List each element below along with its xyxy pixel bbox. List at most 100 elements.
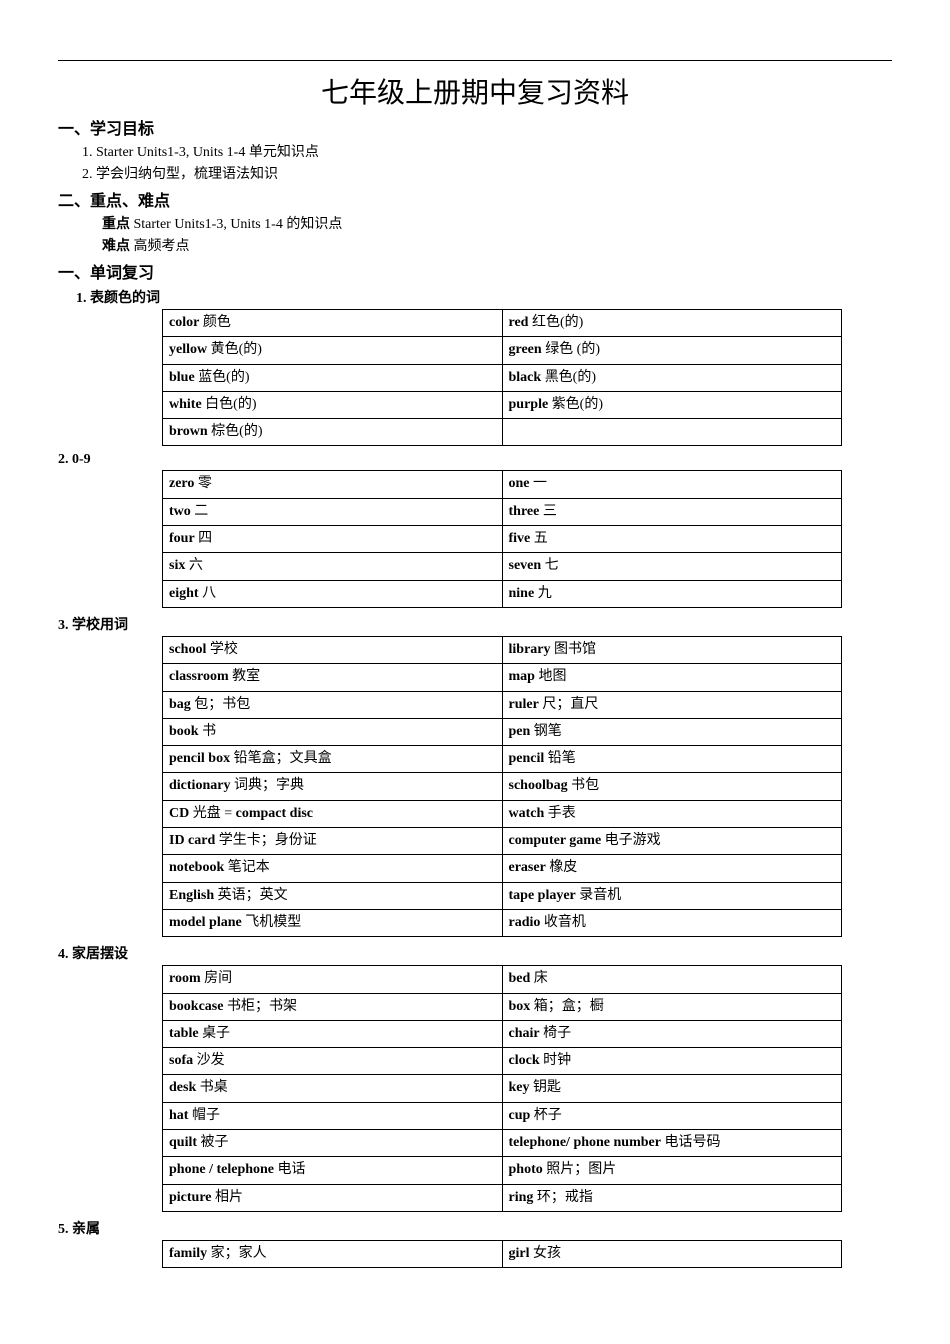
- vocab-eng: five: [509, 531, 531, 546]
- table-cell: zero 零: [163, 471, 503, 498]
- table-row: model plane 飞机模型radio 收音机: [163, 909, 842, 936]
- vocab-chi: 床: [530, 971, 548, 986]
- table-cell: pen 钢笔: [502, 718, 842, 745]
- table-cell: two 二: [163, 498, 503, 525]
- vocab-eng: eraser: [509, 860, 546, 875]
- vocab-chi: 被子: [197, 1135, 229, 1150]
- vocab-chi: 黑色(的): [541, 370, 596, 385]
- vocab-chi: 录音机: [576, 888, 622, 903]
- vocab-chi: 飞机模型: [242, 915, 302, 930]
- table-row: CD 光盘 = compact discwatch 手表: [163, 800, 842, 827]
- vocab-chi: 紫色(的): [548, 397, 603, 412]
- vocab-eng: family: [169, 1246, 207, 1261]
- vocab-chi: 棕色(的): [208, 424, 263, 439]
- table-cell: ruler 尺；直尺: [502, 691, 842, 718]
- group-1-label: 1. 表颜色的词: [76, 287, 892, 307]
- section-c-heading: 一、单词复习: [58, 259, 892, 283]
- table-row: family 家；家人girl 女孩: [163, 1240, 842, 1267]
- table-cell: phone / telephone 电话: [163, 1157, 503, 1184]
- vocab-eng: room: [169, 971, 201, 986]
- vocab-chi: 零: [194, 476, 212, 491]
- table-cell: ring 环；戒指: [502, 1184, 842, 1211]
- vocab-eng: photo: [509, 1162, 543, 1177]
- vocab-eng: hat: [169, 1108, 188, 1123]
- table-cell: nine 九: [502, 580, 842, 607]
- table-row: bookcase 书柜；书架 box 箱；盒；橱: [163, 993, 842, 1020]
- vocab-eng: bed: [509, 971, 531, 986]
- table-cell: CD 光盘 = compact disc: [163, 800, 503, 827]
- vocab-chi: 房间: [201, 971, 233, 986]
- table-cell: family 家；家人: [163, 1240, 503, 1267]
- vocab-eng: quilt: [169, 1135, 197, 1150]
- vocab-chi: 黄色(的): [207, 342, 262, 357]
- sec-a-1-prefix: 1.: [82, 145, 96, 160]
- table-cell: one 一: [502, 471, 842, 498]
- table-cell: blue 蓝色(的): [163, 364, 503, 391]
- table-cell: girl 女孩: [502, 1240, 842, 1267]
- vocab-chi: 七: [541, 558, 559, 573]
- vocab-eng: blue: [169, 370, 195, 385]
- table-cell: yellow 黄色(的): [163, 337, 503, 364]
- vocab-chi: 颜色: [199, 315, 231, 330]
- table-row: six 六seven 七: [163, 553, 842, 580]
- vocab-eng: two: [169, 504, 191, 519]
- vocab-eng: green: [509, 342, 542, 357]
- vocab-eng: watch: [509, 806, 545, 821]
- vocab-eng: schoolbag: [509, 778, 568, 793]
- vocab-eng: telephone/ phone number: [509, 1135, 661, 1150]
- vocab-eng: dictionary: [169, 778, 230, 793]
- vocab-chi: 桌子: [199, 1026, 231, 1041]
- table-cell: brown 棕色(的): [163, 419, 503, 446]
- table-cell: seven 七: [502, 553, 842, 580]
- vocab-eng: desk: [169, 1080, 196, 1095]
- vocab-chi: 书包: [568, 778, 600, 793]
- vocab-chi: 学生卡；身份证: [215, 833, 317, 848]
- vocab-chi: 电话号码: [661, 1135, 721, 1150]
- group-4-table: room 房间bed 床bookcase 书柜；书架box 箱；盒；橱table…: [162, 965, 842, 1212]
- vocab-eng: yellow: [169, 342, 207, 357]
- top-rule: [58, 60, 892, 61]
- vocab-eng: eight: [169, 586, 199, 601]
- vocab-eng: radio: [509, 915, 541, 930]
- vocab-eng: classroom: [169, 669, 229, 684]
- vocab-chi: 铅笔: [544, 751, 576, 766]
- table-cell: eraser 橡皮: [502, 855, 842, 882]
- vocab-eng: notebook: [169, 860, 224, 875]
- section-a-item-1: 1. Starter Units1-3, Units 1-4 单元知识点: [82, 141, 892, 161]
- table-cell: tape player 录音机: [502, 882, 842, 909]
- vocab-eng: six: [169, 558, 185, 573]
- vocab-chi: 书柜；书架: [223, 999, 297, 1014]
- page-title: 七年级上册期中复习资料: [58, 71, 892, 111]
- vocab-eng: phone / telephone: [169, 1162, 274, 1177]
- table-cell: room 房间: [163, 966, 503, 993]
- vocab-eng: nine: [509, 586, 535, 601]
- table-cell: pencil 铅笔: [502, 746, 842, 773]
- vocab-chi: 笔记本: [224, 860, 270, 875]
- group-5-table: family 家；家人girl 女孩: [162, 1240, 842, 1268]
- table-row: blue 蓝色(的)black 黑色(的): [163, 364, 842, 391]
- vocab-eng: bookcase: [169, 999, 223, 1014]
- section-a-item-2: 2. 学会归纳句型，梳理语法知识: [82, 163, 892, 183]
- vocab-eng: color: [169, 315, 199, 330]
- section-b-row-1: 重点 Starter Units1-3, Units 1-4 的知识点: [102, 213, 892, 233]
- table-cell: box 箱；盒；橱: [502, 993, 842, 1020]
- table-row: notebook 笔记本eraser 橡皮: [163, 855, 842, 882]
- table-cell: bed 床: [502, 966, 842, 993]
- vocab-eng: box: [509, 999, 531, 1014]
- group-4-label: 4. 家居摆设: [58, 943, 892, 963]
- table-cell: model plane 飞机模型: [163, 909, 503, 936]
- table-cell: green 绿色 (的): [502, 337, 842, 364]
- sec-b-1-eng: Starter Units1-3, Units 1-4: [130, 217, 286, 232]
- vocab-chi: 词典；字典: [230, 778, 304, 793]
- sec-b-2-text: 高频考点: [130, 239, 190, 254]
- table-cell: eight 八: [163, 580, 503, 607]
- table-cell: notebook 笔记本: [163, 855, 503, 882]
- group-1-table: color 颜色red 红色(的)yellow 黄色(的)green 绿色 (的…: [162, 309, 842, 446]
- vocab-chi: 光盘 =: [189, 806, 235, 821]
- table-row: picture 相片ring 环；戒指: [163, 1184, 842, 1211]
- vocab-chi: 九: [534, 586, 552, 601]
- vocab-chi: 三: [539, 504, 557, 519]
- table-row: sofa 沙发clock 时钟: [163, 1048, 842, 1075]
- vocab-chi: 教室: [229, 669, 261, 684]
- table-cell: ID card 学生卡；身份证: [163, 828, 503, 855]
